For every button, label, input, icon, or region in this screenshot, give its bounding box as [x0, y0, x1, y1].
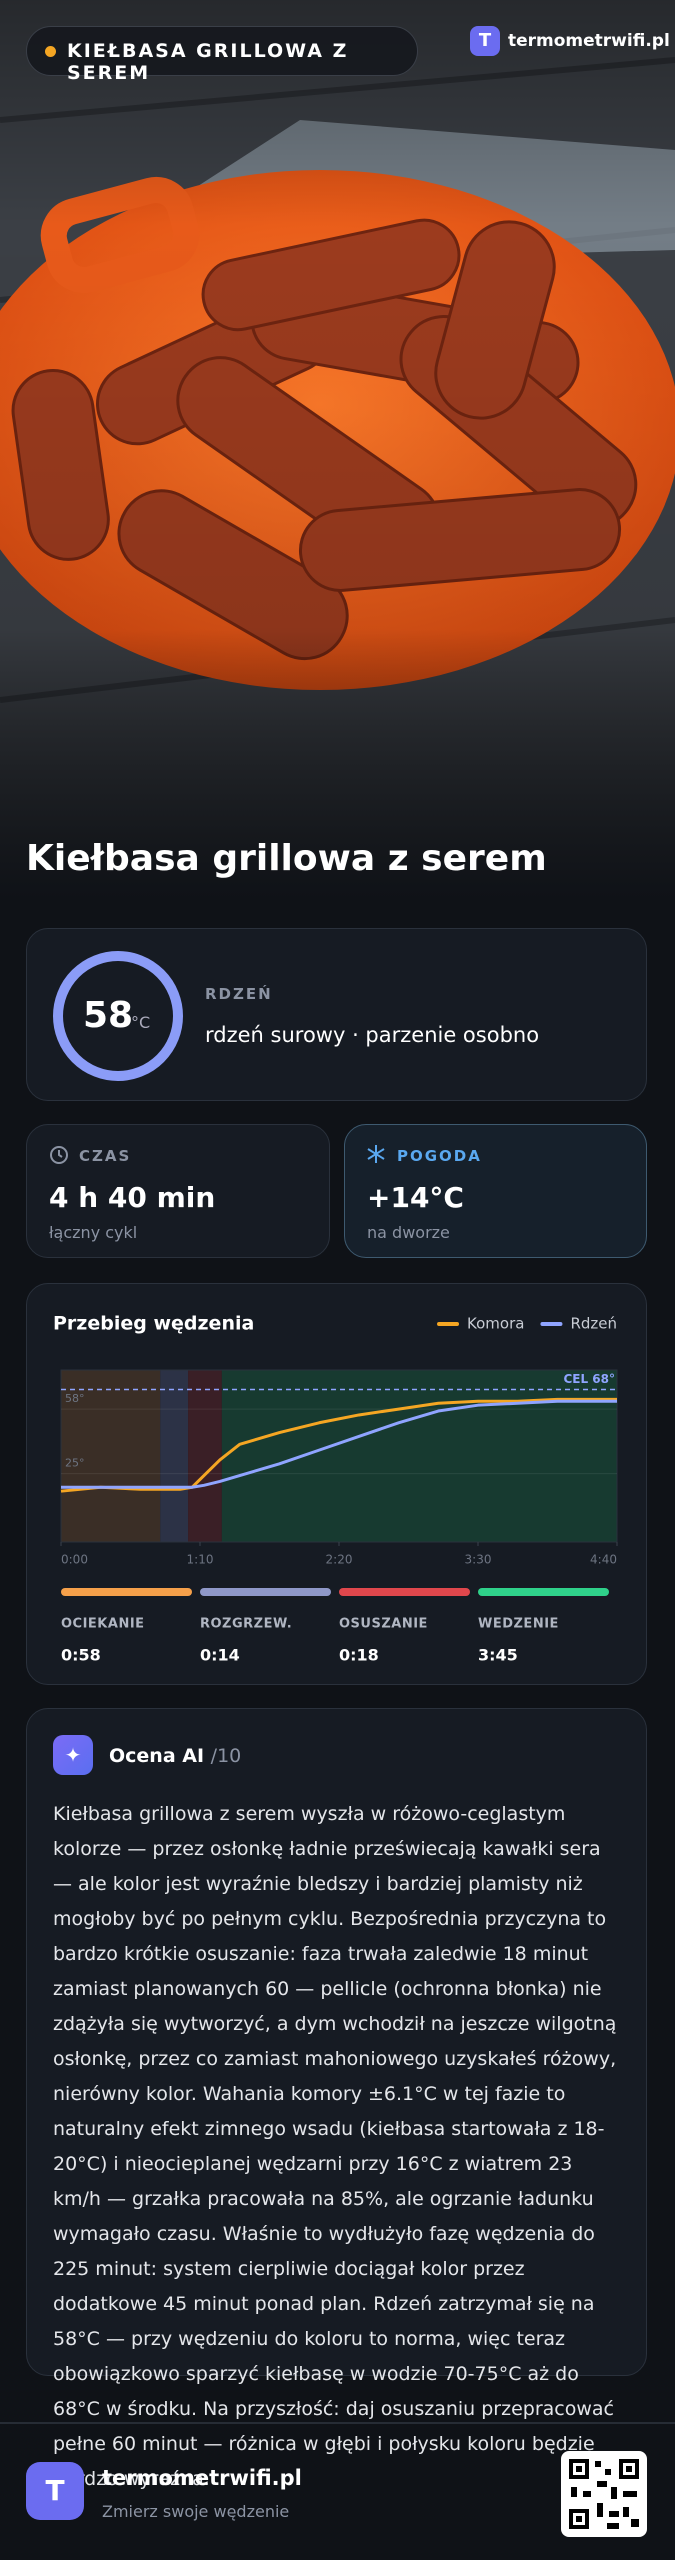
time-label: CZAS: [79, 1147, 132, 1165]
footer-divider: [0, 2422, 675, 2424]
phase-duration: 0:18: [339, 1646, 379, 1665]
x-tick-label: 0:00: [61, 1553, 88, 1567]
phase-bar: [61, 1588, 192, 1596]
legend-label: Komora: [467, 1315, 524, 1333]
snow-icon: [367, 1145, 385, 1163]
ai-suffix: /10: [210, 1745, 242, 1767]
time-value: 4 h 40 min: [49, 1181, 216, 1214]
core-ring: [53, 951, 183, 1081]
phase-duration: 3:45: [478, 1646, 518, 1665]
phase-name: OSUSZANIE: [339, 1617, 428, 1632]
chart-title: Przebieg wędzenia: [53, 1313, 254, 1335]
ring: [53, 951, 183, 1081]
photo: [0, 0, 675, 900]
weather-label: POGODA: [397, 1147, 482, 1165]
clock-icon: [50, 1146, 68, 1164]
ai-text: Kiełbasa grillowa z serem wyszła w różow…: [53, 1803, 617, 2490]
phase-name: WEDZENIE: [478, 1617, 559, 1632]
time-sub: łączny cykl: [49, 1223, 138, 1242]
core-desc: rdzeń surowy · parzenie osobno: [205, 1023, 540, 1047]
weather-card: POGODA +14°C na dworze: [344, 1124, 647, 1258]
badge: KIEŁBASA GRILLOWA Z SEREM: [26, 26, 418, 84]
phase-band: [160, 1370, 189, 1542]
core-unit: °C: [131, 1013, 151, 1032]
series-line: [61, 1399, 617, 1489]
phase-name: ROZGRZEW.: [200, 1617, 292, 1632]
chart: Przebieg wędzenia Rdzeń Komora 25° 58° CEL 6…: [53, 1313, 618, 1665]
y-tick-label: 25°: [65, 1457, 85, 1470]
legend-label: Rdzeń: [570, 1315, 617, 1333]
title: Kiełbasa grillowa z serem: [26, 838, 547, 879]
phase-band: [221, 1370, 618, 1542]
ai-card: ✦ Ocena AI /10 Kiełbasa grillowa z serem…: [26, 1708, 647, 2490]
brand-logo: T: [470, 26, 500, 56]
y-tick-label: 58°: [65, 1392, 85, 1405]
ai-icon: ✦: [53, 1735, 93, 1775]
weather-sub: na dworze: [367, 1223, 450, 1242]
brand: termometrwifi.pl: [508, 31, 670, 51]
badge-text: KIEŁBASA GRILLOWA Z SEREM: [67, 40, 349, 84]
qr-code: [561, 2451, 647, 2537]
series-line: [60, 1397, 617, 1493]
ai-title-text: Ocena AI: [109, 1745, 205, 1767]
phase-band: [188, 1370, 222, 1542]
phase-name: OCIEKANIE: [61, 1617, 145, 1632]
chart-card: Przebieg wędzenia Rdzeń Komora 25° 58° CEL 6…: [26, 1283, 647, 1685]
footer-tagline: Zmierz swoje wędzenie: [102, 2502, 290, 2521]
phase-bar: [339, 1588, 470, 1596]
badge-dot: [45, 46, 56, 57]
core-label: RDZEŃ: [205, 985, 273, 1003]
phase-band: [61, 1370, 161, 1542]
x-tick-label: 4:40: [590, 1553, 617, 1567]
target-label: CEL 68°: [563, 1372, 615, 1386]
ai-title: Ocena AI /10: [109, 1745, 241, 1767]
x-tick-label: 3:30: [465, 1553, 492, 1567]
x-tick-label: 2:20: [326, 1553, 353, 1567]
footer-brand: termometrwifi.pl: [102, 2466, 302, 2490]
phase-bar: [478, 1588, 609, 1596]
phase-duration: 0:14: [200, 1646, 240, 1665]
core-value: 58: [83, 995, 134, 1036]
x-tick-label: 1:10: [187, 1553, 214, 1567]
footer-logo: T: [26, 2462, 84, 2520]
phase-duration: 0:58: [61, 1646, 101, 1665]
weather-value: +14°C: [367, 1181, 464, 1214]
time-card: CZAS 4 h 40 min łączny cykl: [26, 1124, 330, 1258]
core-card: 58 °C RDZEŃ rdzeń surowy · parzenie osob…: [26, 928, 647, 1101]
phase-bar: [200, 1588, 331, 1596]
